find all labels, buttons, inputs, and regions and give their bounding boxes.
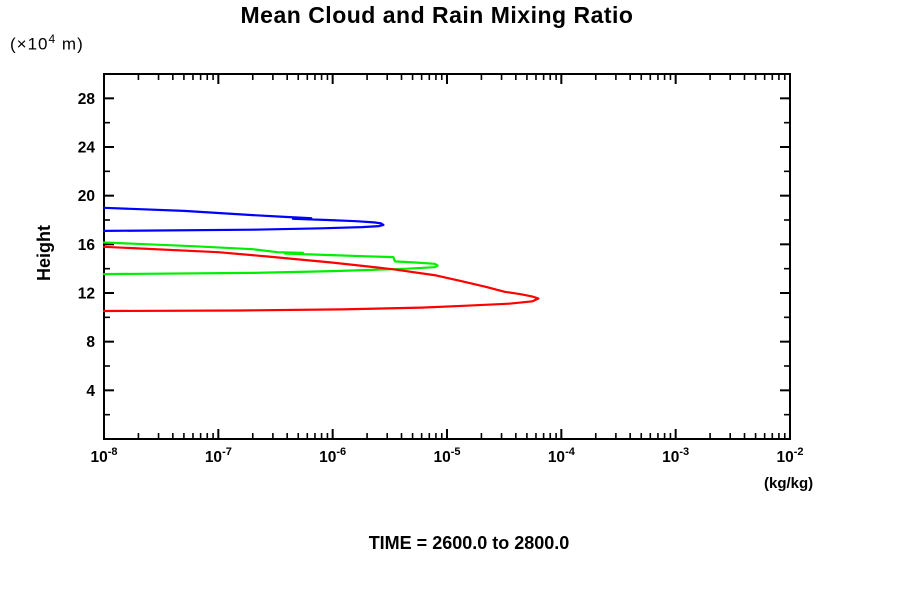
- y-axis-tick-label: 4: [86, 383, 95, 400]
- x-axis-tick-label: 10-2: [776, 446, 803, 466]
- y-unit-exponent: 4: [48, 32, 57, 46]
- y-unit-suffix: m): [56, 34, 84, 54]
- x-axis-tick-label: 10-5: [433, 446, 460, 466]
- red-contour-line: [102, 245, 540, 313]
- x-axis-tick-label: 10-6: [319, 446, 346, 466]
- y-axis-tick-label: 28: [78, 91, 96, 108]
- x-axis-tick-label: 10-7: [205, 446, 232, 466]
- y-axis-tick-label: 16: [78, 237, 96, 254]
- y-axis-tick-label: 8: [86, 334, 95, 351]
- y-axis-title: Height: [34, 225, 54, 281]
- x-axis-tick-label: 10-4: [548, 446, 576, 466]
- y-axis-unit-label: (×104 m): [10, 32, 84, 55]
- x-axis-unit-label: (kg/kg): [764, 475, 814, 492]
- y-axis-tick-label: 20: [78, 188, 95, 205]
- chart-title: Mean Cloud and Rain Mixing Ratio: [240, 2, 634, 28]
- time-annotation: TIME = 2600.0 to 2800.0: [368, 533, 570, 553]
- blue-contour-line: [102, 206, 385, 232]
- x-axis-tick-label: 10-8: [90, 446, 117, 466]
- y-axis-tick-label: 24: [78, 140, 96, 157]
- x-axis-tick-label: 10-3: [662, 446, 689, 466]
- plot-frame: [103, 73, 791, 440]
- y-axis-tick-label: 12: [78, 286, 95, 303]
- y-unit-prefix: (×10: [10, 34, 49, 54]
